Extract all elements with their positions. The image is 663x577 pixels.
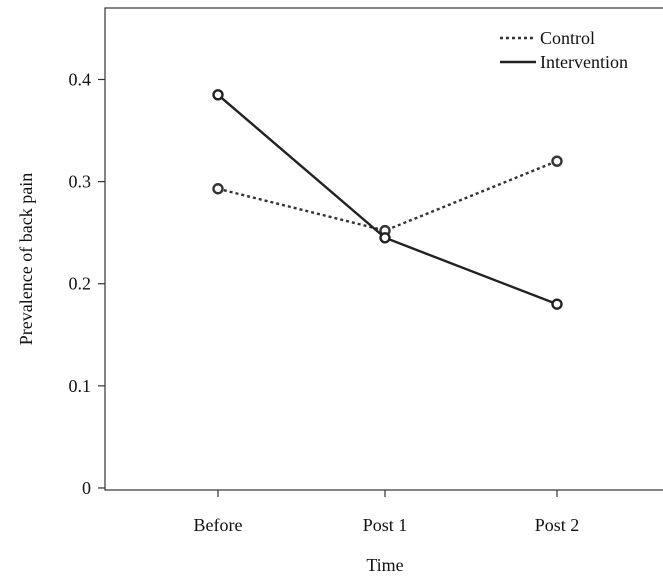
series-line-control (217, 160, 558, 232)
data-point-intervention (379, 232, 391, 244)
x-axis: Before Post 1 Post 2 (194, 490, 580, 535)
series-line-intervention (217, 93, 558, 306)
series-intervention (212, 89, 563, 310)
series-layer (212, 89, 563, 310)
y-tick-label: 0 (82, 478, 91, 498)
y-tick-label: 0.2 (69, 274, 92, 294)
data-point-intervention (212, 89, 224, 101)
y-axis: 0 0.1 0.2 0.3 0.4 (69, 69, 105, 498)
y-tick-label: 0.1 (69, 376, 92, 396)
data-point-intervention (551, 298, 563, 310)
y-axis-label: Prevalence of back pain (16, 173, 36, 345)
x-tick-label: Post 1 (363, 515, 408, 535)
data-point-control (212, 183, 224, 195)
x-tick-label: Post 2 (535, 515, 580, 535)
legend-label: Control (540, 28, 595, 48)
legend-label: Intervention (540, 52, 628, 72)
y-tick-label: 0.3 (69, 172, 92, 192)
data-point-control (551, 155, 563, 167)
plot-area-frame (104, 7, 663, 491)
x-tick-label: Before (194, 515, 243, 535)
x-axis-label: Time (366, 555, 403, 575)
series-control (212, 155, 563, 237)
legend: Control Intervention (500, 28, 628, 72)
y-tick-label: 0.4 (69, 69, 92, 89)
